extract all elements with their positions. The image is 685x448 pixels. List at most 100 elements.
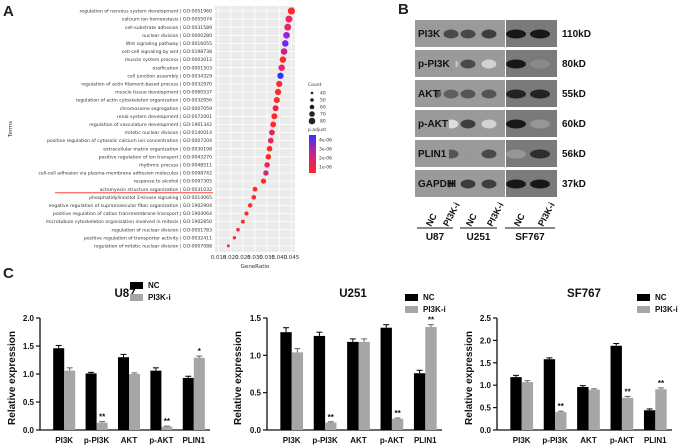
blot-label-backdrop [416, 177, 449, 190]
dotplot-points [226, 7, 295, 248]
blot-band [506, 59, 526, 69]
bar-pi3k-i [161, 426, 173, 430]
dotplot-gridlines [215, 6, 295, 252]
count-legend-value: 80 [320, 119, 326, 125]
blot-band [481, 149, 497, 159]
chart-y-tick-label: 2.5 [480, 314, 492, 323]
legend-label: PI3K-i [655, 305, 678, 314]
dotplot-term: muscle system process | GO:0003012 [125, 57, 212, 63]
blot-band [506, 89, 526, 99]
legend-swatch [130, 294, 143, 301]
chart-category-label: p-AKT [610, 436, 634, 445]
padj-legend-value: 3e-06 [319, 147, 332, 153]
dotplot-term: cell-cell signaling by wnt | GO:0198738 [122, 49, 212, 55]
count-legend-title: Count [308, 82, 322, 88]
dotplot-point [285, 15, 293, 23]
dotplot-point [266, 145, 273, 152]
count-legend-dot [309, 104, 315, 110]
significance-marker: ** [658, 379, 665, 388]
blot-lane-label: PI3K-i [441, 201, 462, 228]
panel-label-b: B [398, 1, 409, 18]
blot-label-backdrop [416, 57, 456, 70]
legend-label: NC [655, 293, 667, 302]
chart-category-label: p-PI3K [84, 436, 110, 445]
bar-chart-sf767: SF767 Relative expression 0.0 0.5 1.0 1.5 2.0 2… [464, 288, 678, 445]
chart-category-label: PLIN1 [182, 436, 205, 445]
bar-nc [117, 357, 129, 430]
bar-pi3k-i [129, 374, 141, 430]
chart-y-tick-label: 2.0 [23, 314, 35, 323]
dotplot-term: positive regulation of transporter activ… [84, 235, 212, 241]
dotplot-point [272, 105, 279, 112]
blot-band [481, 29, 497, 39]
blot-lane-label: PI3K-i [485, 201, 506, 228]
blot-protein-label: GAPDH [418, 179, 454, 190]
chart-category-label: PI3K [513, 436, 531, 445]
dotplot-term: microtubule cytoskeleton organization in… [46, 219, 212, 225]
dotplot-point [282, 40, 289, 47]
dotplot-term: renal system development | GO:0072001 [117, 114, 212, 120]
padj-legend-value: 4e-06 [319, 138, 332, 144]
dotplot-term: rhythmic process | GO:0048511 [139, 163, 212, 169]
panel-label-a: A [3, 3, 14, 20]
dotplot-term: Wnt signaling pathway | GO:0016055 [126, 41, 212, 47]
dotplot-point [232, 236, 237, 240]
blot-band [481, 119, 497, 129]
dotplot-point [271, 113, 278, 120]
blot-band [460, 29, 476, 39]
bar-nc [182, 377, 194, 430]
significance-marker: ** [328, 413, 335, 422]
dotplot-point [252, 186, 258, 192]
blot-protein-label: p-AKT [418, 119, 448, 130]
chart-y-tick-label: 1.0 [250, 351, 262, 360]
dotplot-term: cell junction assembly | GO:0034329 [127, 73, 212, 79]
dotplot-point [267, 137, 274, 144]
significance-marker: ** [394, 409, 401, 418]
significance-marker: ** [428, 316, 435, 325]
chart-title: U251 [339, 288, 367, 300]
blot-band [460, 179, 476, 189]
dotplot-point [284, 23, 292, 31]
dotplot-point [247, 203, 253, 208]
dotplot-x-tick: 0.035 [259, 255, 275, 261]
blot-cell-line-label: U87 [426, 232, 445, 243]
dotplot-term: chromosome segregation | GO:0007059 [120, 106, 212, 112]
bar-pi3k-i [588, 389, 600, 430]
blot-size-label: 60kD [562, 119, 586, 130]
chart-y-tick-label: 1.5 [250, 314, 262, 323]
significance-marker: ** [558, 402, 565, 411]
dotplot-point [251, 194, 257, 200]
padj-color-bar [309, 135, 316, 173]
blot-band [443, 29, 459, 39]
dotplot-term: negative regulation of supramolecular fi… [48, 203, 212, 209]
count-legend-dot [310, 91, 314, 95]
dotplot-point [226, 244, 230, 248]
bar-nc [510, 377, 522, 430]
blot-lane-label: NC [424, 211, 439, 228]
count-legend-value: 70 [320, 112, 326, 118]
dotplot-point [277, 72, 284, 79]
dotplot-point [287, 7, 295, 15]
dotplot-term: regulation of mitotic nuclear division |… [94, 244, 212, 250]
dotplot-point [273, 97, 280, 104]
chart-y-tick-label: 0.0 [480, 426, 492, 435]
bar-nc [380, 327, 392, 430]
blot-band [506, 149, 526, 159]
dotplot-x-tick: 0.045 [283, 255, 299, 261]
legend-label: NC [423, 293, 435, 302]
dotplot-term: positive regulation of ion transport | G… [99, 154, 212, 160]
bar-chart-u251: U251 Relative expression 0.0 0.5 1.0 1.5 PI3K *… [233, 288, 446, 445]
count-legend-dot [308, 117, 316, 125]
blot-cell-line-label: SF767 [515, 232, 545, 243]
blot-band [481, 179, 497, 189]
dotplot-point [278, 64, 285, 71]
dotplot-padj-legend: p.adjust 4e-06 3e-06 2e-06 1e-06 [308, 127, 332, 173]
significance-marker: ** [164, 417, 171, 426]
dotplot-term: ossification | GO:0001503 [153, 65, 213, 71]
bar-pi3k-i [358, 341, 370, 430]
chart-y-axis-label: Relative expression [233, 331, 244, 425]
bar-nc [53, 348, 65, 430]
legend-label: NC [148, 281, 160, 290]
dotplot-term: nuclear division | GO:0000280 [142, 33, 212, 39]
